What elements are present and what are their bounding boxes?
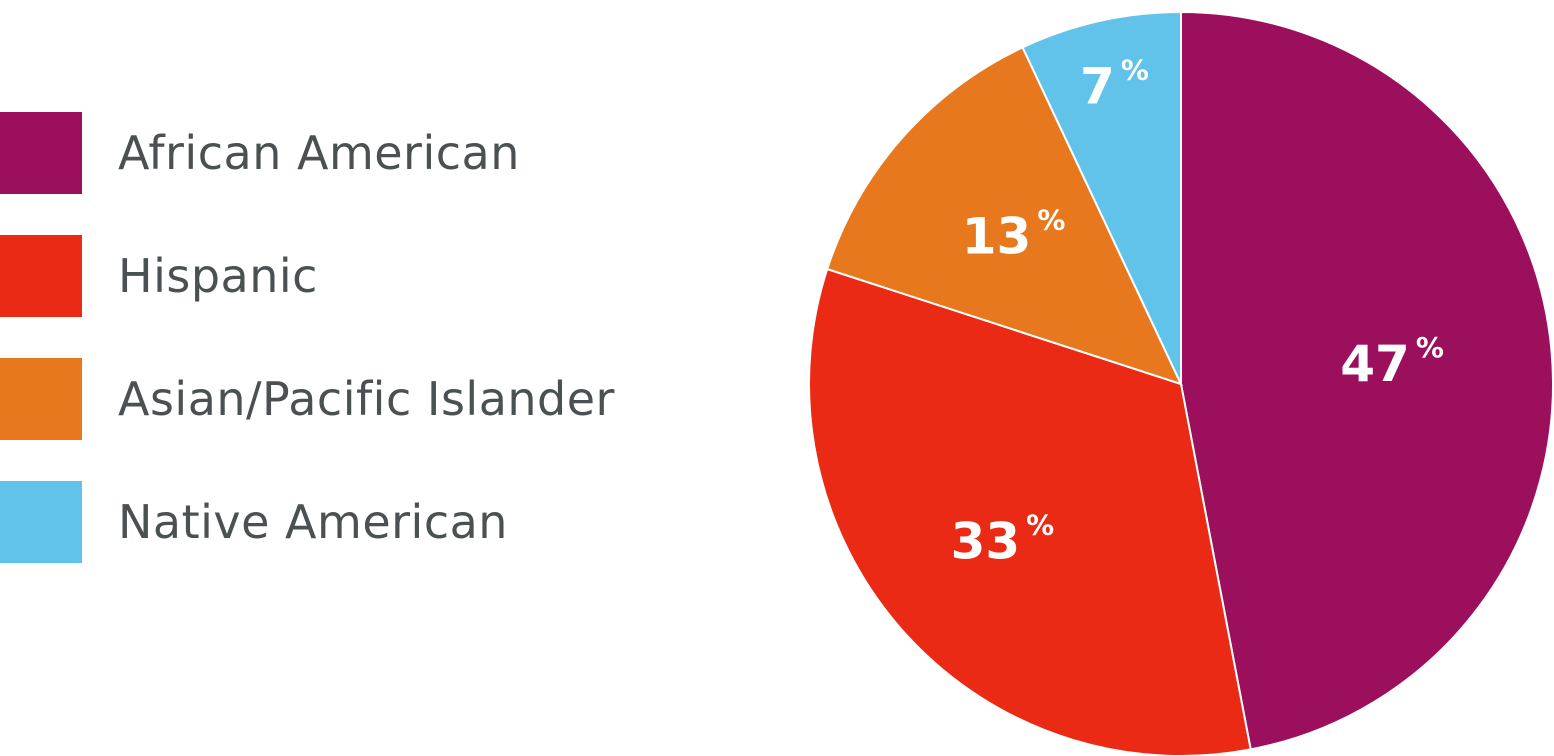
pie-slice-native-american	[1021, 10, 1182, 385]
legend-swatch-asian-pacific-islander	[0, 358, 82, 440]
legend-swatch-hispanic	[0, 235, 82, 317]
pie-slice-asian-pacific-islander	[825, 46, 1183, 386]
legend-label-hispanic: Hispanic	[118, 249, 318, 303]
legend-item-native-american: Native American	[0, 481, 760, 563]
legend-swatch-african-american	[0, 112, 82, 194]
pie-slice-hispanic	[808, 267, 1252, 756]
pie-slice-african-american	[1180, 10, 1554, 751]
legend-label-asian-pacific-islander: Asian/Pacific Islander	[118, 372, 615, 426]
legend-swatch-native-american	[0, 481, 82, 563]
legend-item-hispanic: Hispanic	[0, 235, 760, 317]
pie-slices	[808, 10, 1554, 756]
legend-label-african-american: African American	[118, 126, 520, 180]
legend-item-asian-pacific-islander: Asian/Pacific Islander	[0, 358, 760, 440]
pie-labels: 47 % 33 % 13 % 7%	[951, 53, 1444, 570]
pie-label-african-american: 47%	[1340, 331, 1444, 393]
pie-label-asian-pacific-islander: 13%	[962, 203, 1066, 265]
pie-label-native-american: 7%	[1080, 53, 1149, 115]
legend-label-native-american: Native American	[118, 495, 508, 549]
legend-item-african-american: African American	[0, 112, 760, 194]
pie-label-hispanic: 33%	[951, 508, 1055, 570]
chart-legend: African American Hispanic Asian/Pacific …	[0, 0, 760, 756]
